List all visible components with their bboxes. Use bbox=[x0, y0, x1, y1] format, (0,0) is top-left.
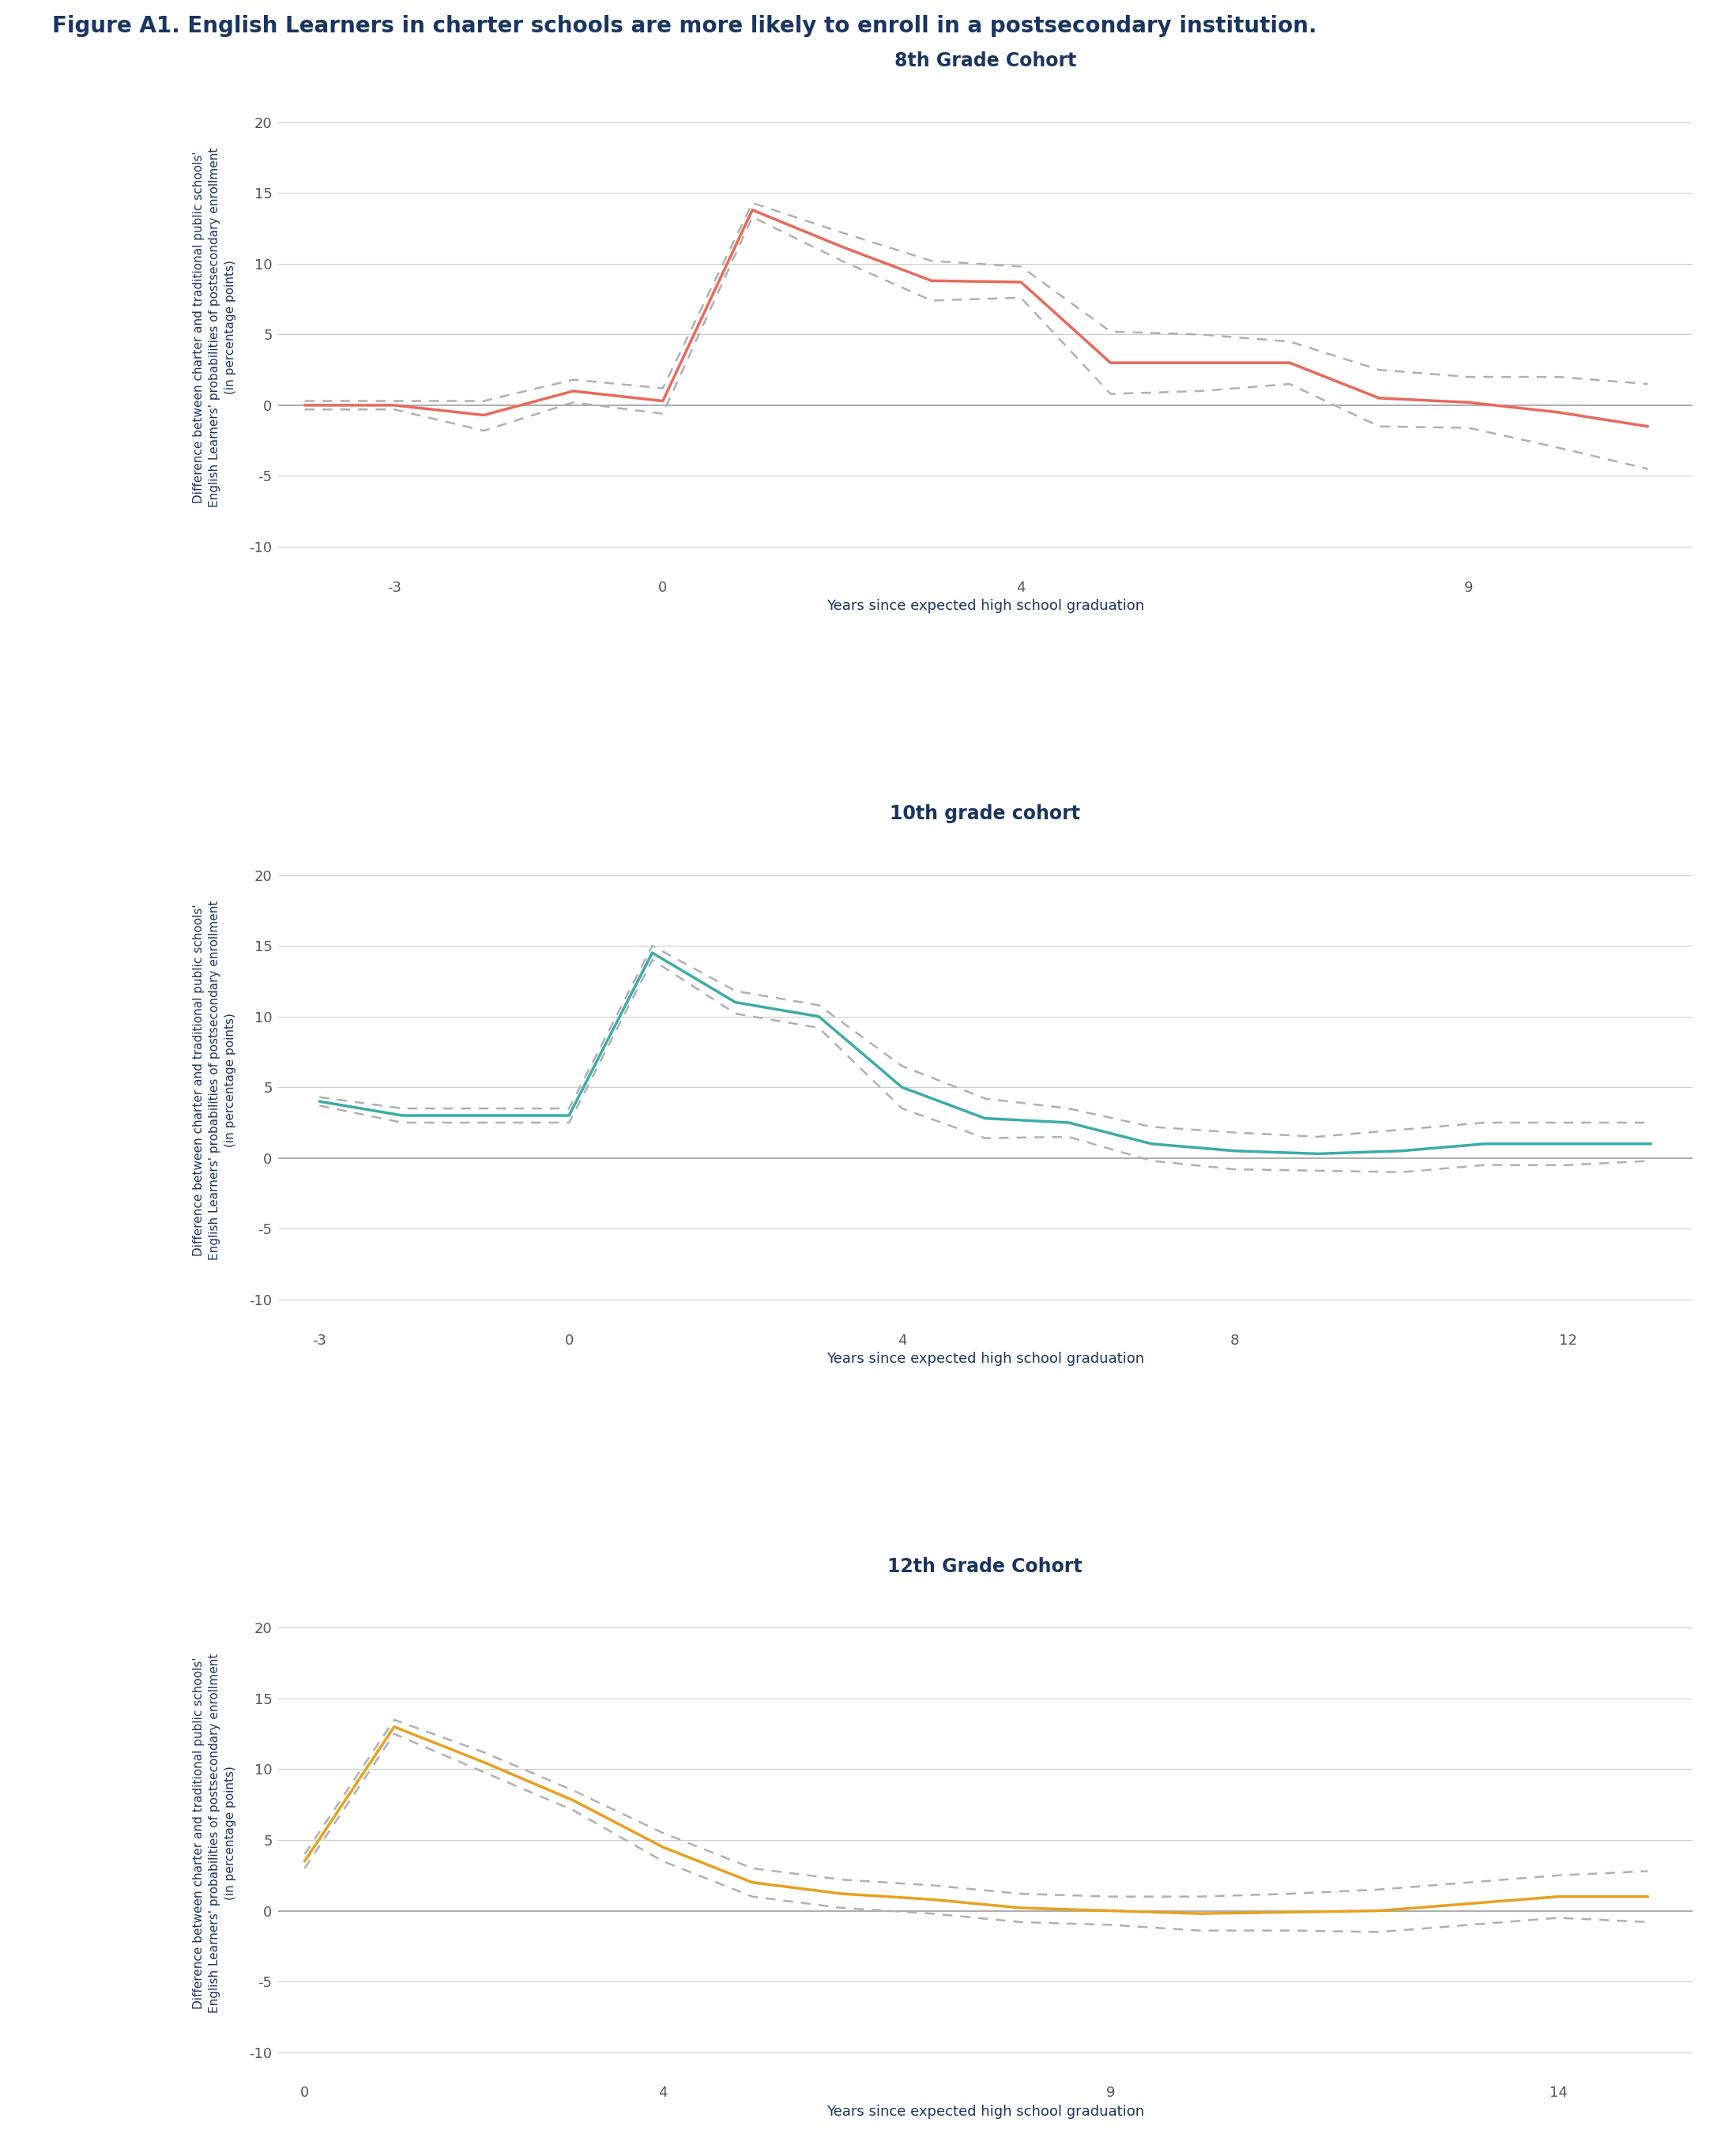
Title: 10th grade cohort: 10th grade cohort bbox=[891, 804, 1080, 824]
Title: 8th Grade Cohort: 8th Grade Cohort bbox=[894, 52, 1076, 71]
Y-axis label: Difference between charter and traditional public schools'
English Learners' pro: Difference between charter and tradition… bbox=[193, 147, 236, 507]
Title: 12th Grade Cohort: 12th Grade Cohort bbox=[887, 1557, 1083, 1576]
X-axis label: Years since expected high school graduation: Years since expected high school graduat… bbox=[826, 1352, 1144, 1367]
Y-axis label: Difference between charter and traditional public schools'
English Learners' pro: Difference between charter and tradition… bbox=[193, 901, 236, 1259]
X-axis label: Years since expected high school graduation: Years since expected high school graduat… bbox=[826, 2104, 1144, 2119]
Y-axis label: Difference between charter and traditional public schools'
English Learners' pro: Difference between charter and tradition… bbox=[193, 1654, 236, 2014]
X-axis label: Years since expected high school graduation: Years since expected high school graduat… bbox=[826, 599, 1144, 612]
Text: Figure A1. English Learners in charter schools are more likely to enroll in a po: Figure A1. English Learners in charter s… bbox=[52, 15, 1316, 37]
